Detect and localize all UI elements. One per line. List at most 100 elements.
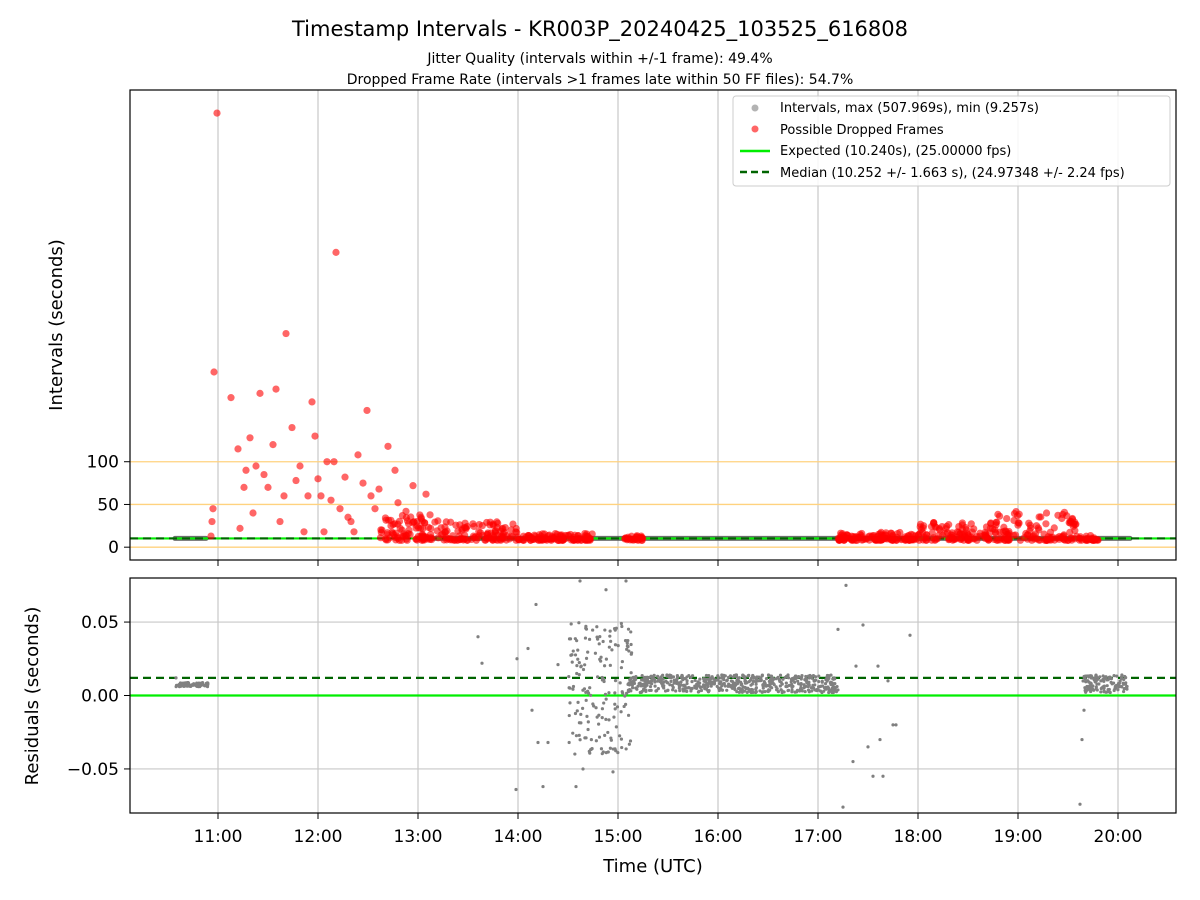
residual-point — [515, 657, 519, 661]
residual-point — [836, 688, 840, 692]
dropped-frame-point — [919, 536, 927, 544]
dropped-frame-point — [311, 432, 319, 440]
dropped-frame-point — [1072, 520, 1080, 528]
bottom-y-tick-label: 0.05 — [81, 613, 119, 633]
dropped-frame-point — [1027, 534, 1035, 542]
legend-intervals-marker — [751, 104, 759, 112]
residual-point — [600, 716, 604, 720]
dropped-frame-point — [317, 492, 325, 500]
residual-point — [546, 740, 550, 745]
residual-point — [820, 690, 824, 695]
residual-point — [702, 677, 707, 681]
residual-point — [712, 677, 716, 681]
dropped-frame-point — [341, 473, 349, 481]
residual-point — [569, 622, 573, 626]
dropped-frame-point — [246, 434, 254, 442]
residual-point — [174, 676, 178, 680]
legend-frame — [732, 95, 1171, 187]
dropped-frame-point — [407, 513, 415, 521]
dropped-frame-point — [1060, 531, 1068, 539]
residual-point — [586, 720, 590, 724]
dropped-frame-point — [292, 476, 300, 485]
residual-point — [812, 678, 816, 682]
residual-point — [575, 709, 579, 713]
dropped-frame-point — [424, 523, 433, 532]
residual-point — [618, 734, 622, 738]
residual-point — [690, 680, 694, 684]
residual-point — [790, 682, 794, 686]
residual-point — [576, 648, 580, 652]
residual-point — [817, 679, 821, 684]
residual-point — [624, 747, 628, 751]
residual-point — [708, 676, 712, 681]
residual-point — [640, 689, 644, 694]
residual-point — [767, 673, 771, 678]
residual-point — [586, 650, 590, 654]
dropped-frame-point — [391, 466, 399, 474]
bottom-ylabel: Residuals (seconds) — [22, 607, 43, 786]
residual-point — [616, 750, 620, 755]
residual-point — [629, 652, 633, 656]
residual-point — [1113, 684, 1117, 689]
residual-point — [817, 674, 821, 678]
residual-point — [1092, 677, 1096, 681]
residual-point — [1124, 681, 1128, 685]
residual-point — [578, 579, 582, 583]
residual-point — [668, 683, 672, 687]
residual-point — [577, 673, 581, 677]
residual-point — [800, 689, 804, 693]
residual-point — [607, 691, 611, 695]
dropped-frame-point — [209, 505, 217, 513]
residual-point — [908, 633, 912, 637]
residual-point — [746, 686, 750, 690]
residual-point — [626, 645, 630, 649]
residual-point — [790, 688, 794, 692]
residual-point — [666, 688, 670, 692]
residual-point — [678, 689, 682, 693]
residual-point — [679, 675, 683, 679]
residual-point — [784, 684, 788, 689]
dropped-frame-point — [549, 535, 557, 543]
residual-point — [584, 656, 589, 660]
dropped-frame-point — [1060, 508, 1069, 516]
residual-point — [624, 579, 628, 583]
residual-point — [639, 684, 643, 688]
residual-point — [681, 678, 685, 682]
residual-point — [594, 706, 598, 710]
residual-point — [575, 671, 579, 676]
dropped-frame-point — [390, 531, 398, 539]
residual-point — [595, 625, 599, 629]
residual-point — [797, 682, 801, 686]
residual-point — [570, 653, 574, 657]
residual-point — [712, 682, 716, 686]
residual-point — [766, 689, 770, 694]
residual-point — [589, 693, 593, 697]
dropped-frame-point — [844, 531, 852, 540]
residual-point — [726, 675, 731, 679]
residual-point — [876, 664, 880, 668]
dropped-frame-point — [417, 513, 425, 521]
residual-point — [586, 727, 590, 732]
chart-subtitle-jitter: Jitter Quality (intervals within +/-1 fr… — [426, 51, 772, 67]
dropped-frame-point — [1091, 535, 1099, 544]
residual-point — [606, 750, 610, 754]
residual-point — [806, 688, 811, 692]
residual-point — [625, 647, 629, 651]
residual-point — [178, 684, 182, 688]
residual-point — [1121, 681, 1125, 685]
dropped-frame-point — [398, 536, 406, 544]
dropped-frame-point — [382, 516, 390, 524]
residual-point — [534, 602, 538, 607]
residual-point — [615, 705, 620, 709]
residual-point — [760, 673, 764, 677]
x-tick-label: 14:00 — [494, 827, 543, 847]
residual-point — [587, 637, 592, 641]
residual-point — [581, 767, 585, 771]
residual-point — [609, 639, 613, 643]
residual-point — [602, 701, 606, 705]
residual-point — [774, 685, 778, 689]
dropped-frame-point — [394, 499, 402, 507]
residual-point — [789, 677, 794, 681]
dropped-frame-point — [234, 445, 242, 453]
dropped-frame-point — [350, 528, 358, 536]
